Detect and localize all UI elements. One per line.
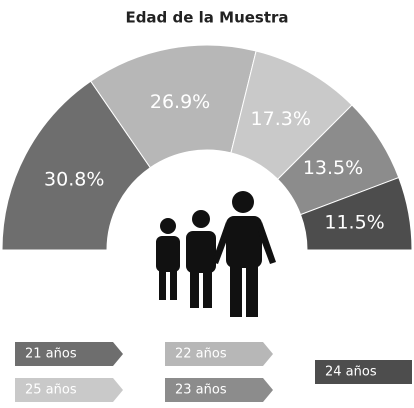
segment [1, 80, 151, 251]
legend-swatch [15, 342, 123, 366]
legend-label: 22 años [175, 347, 227, 362]
data-label: 26.9% [150, 91, 210, 113]
legend-swatch [165, 342, 273, 366]
legend-swatch [315, 360, 412, 384]
segment [299, 176, 413, 251]
people-icon [156, 191, 276, 317]
legend-label: 23 años [175, 383, 227, 398]
data-label: 11.5% [324, 212, 384, 234]
legend-label: 25 años [25, 383, 77, 398]
data-label: 13.5% [303, 157, 363, 179]
chart-title: Edad de la Muestra [125, 9, 288, 27]
data-label: 30.8% [44, 169, 104, 191]
data-label: 17.3% [251, 108, 311, 130]
legend-label: 21 años [25, 347, 77, 362]
legend-swatch [15, 378, 123, 402]
legend-swatch [165, 378, 273, 402]
legend-label: 24 años [325, 365, 377, 380]
